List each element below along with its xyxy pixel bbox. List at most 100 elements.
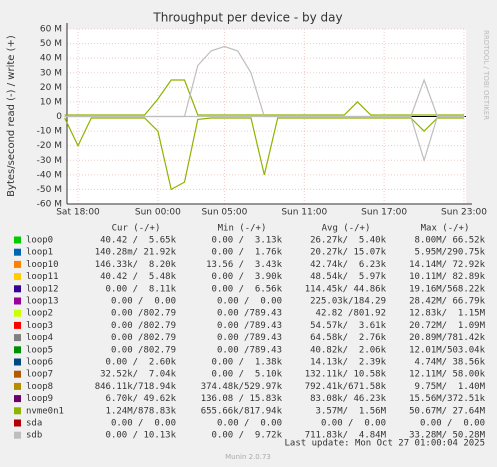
legend-value: 64.58k/ 2.76k xyxy=(310,333,386,343)
legend-value: 0.00 / 0.00 xyxy=(217,419,282,429)
legend-swatch xyxy=(14,309,21,317)
legend-swatch xyxy=(14,382,21,390)
legend-value: 140.28m/ 21.92k xyxy=(95,248,177,258)
legend-value: 32.52k/ 7.04k xyxy=(100,370,176,380)
last-update: Last update: Mon Oct 27 01:00:04 2025 xyxy=(285,439,485,449)
legend-value: 0.00 /802.79 xyxy=(111,345,176,355)
legend-value: 54.57k/ 3.61k xyxy=(310,321,386,331)
legend-value: 40.42 / 5.48k xyxy=(100,272,176,282)
legend-swatch xyxy=(14,431,21,439)
y-tick-label: 30 M xyxy=(40,68,62,78)
y-tick-label: 20 M xyxy=(40,83,62,93)
legend-name: loop9 xyxy=(26,394,53,404)
legend-value: 655.66k/817.94k xyxy=(201,406,283,416)
legend-value: 0.00 /802.79 xyxy=(111,309,176,319)
legend-value: 0.00 / 9.72k xyxy=(212,431,283,441)
legend-swatch xyxy=(14,334,21,342)
column-header: Max (-/+) xyxy=(421,224,470,234)
legend-value: 0.00 /789.43 xyxy=(217,321,282,331)
x-tick-label: Sun 00:00 xyxy=(135,208,181,218)
x-tick-label: Sun 11:00 xyxy=(281,208,327,218)
legend-value: 132.11k/ 10.58k xyxy=(305,370,387,380)
legend-value: 20.27k/ 15.07k xyxy=(310,248,386,258)
legend-value: 0.00 /802.79 xyxy=(111,321,176,331)
legend-value: 14.13k/ 2.39k xyxy=(310,358,386,368)
legend-value: 15.56M/372.51k xyxy=(409,394,485,404)
legend-value: 83.08k/ 46.23k xyxy=(310,394,386,404)
legend-swatch xyxy=(14,260,21,268)
legend-swatch xyxy=(14,407,21,415)
legend-value: 0.00 / 8.11k xyxy=(106,284,177,294)
legend-name: loop6 xyxy=(26,358,53,368)
legend-value: 48.54k/ 5.97k xyxy=(310,272,386,282)
legend-name: sda xyxy=(26,419,42,429)
y-tick-label: 0 xyxy=(56,112,62,122)
legend-swatch xyxy=(14,370,21,378)
legend-value: 1.24M/878.83k xyxy=(106,406,177,416)
x-tick-label: Sun 05:00 xyxy=(201,208,247,218)
legend-value: 0.00 / 6.56k xyxy=(212,284,283,294)
legend-name: loop1 xyxy=(26,248,53,258)
column-header: Avg (-/+) xyxy=(322,224,371,234)
legend-value: 12.11M/ 58.00k xyxy=(409,370,485,380)
legend-value: 3.57M/ 1.56M xyxy=(316,406,387,416)
legend-value: 10.11M/ 82.89k xyxy=(409,272,485,282)
legend-name: sdb xyxy=(26,431,42,441)
legend-value: 0.00 /789.43 xyxy=(217,309,282,319)
chart-title: Throughput per device - by day xyxy=(152,11,342,25)
legend-swatch xyxy=(14,236,21,244)
legend-value: 20.72M/ 1.09M xyxy=(409,321,485,331)
legend-value: 846.11k/718.94k xyxy=(95,382,177,392)
legend-swatch xyxy=(14,358,21,366)
legend-name: loop5 xyxy=(26,345,53,355)
legend-value: 9.75M/ 1.40M xyxy=(415,382,486,392)
legend-value: 0.00 / 5.10k xyxy=(212,370,283,380)
y-tick-label: -60 M xyxy=(37,200,62,210)
legend-name: nvme0n1 xyxy=(26,406,64,416)
legend-name: loop4 xyxy=(26,333,53,343)
legend-value: 0.00 / 2.60k xyxy=(106,358,177,368)
legend-value: 26.27k/ 5.40k xyxy=(310,236,386,246)
legend-swatch xyxy=(14,248,21,256)
legend-name: loop2 xyxy=(26,309,53,319)
y-axis-label: Bytes/second read (-) / write (+) xyxy=(6,35,17,197)
y-tick-label: -50 M xyxy=(37,185,62,195)
y-tick-label: -40 M xyxy=(37,170,62,180)
x-tick-label: Sat 18:00 xyxy=(56,208,100,218)
legend-name: loop10 xyxy=(26,260,59,270)
legend-value: 0.00 / 1.76k xyxy=(212,248,283,258)
legend-value: 5.95M/290.75k xyxy=(415,248,486,258)
legend-value: 13.56 / 3.43k xyxy=(206,260,282,270)
legend-name: loop8 xyxy=(26,382,53,392)
legend-value: 14.14M/ 72.92k xyxy=(409,260,485,270)
legend-value: 0.00 / 1.38k xyxy=(212,358,283,368)
series-line xyxy=(64,45,464,118)
legend-value: 12.01M/503.04k xyxy=(409,345,485,355)
legend-swatch xyxy=(14,297,21,305)
legend-swatch xyxy=(14,419,21,427)
legend-value: 0.00 /789.43 xyxy=(217,345,282,355)
legend-value: 33.28M/ 50.28M xyxy=(409,431,485,441)
legend-name: loop11 xyxy=(26,272,59,282)
legend-value: 0.00 / 0.00 xyxy=(217,297,282,307)
legend-value: 0.00 /789.43 xyxy=(217,333,282,343)
legend-value: 0.00 / 0.00 xyxy=(111,419,176,429)
legend-value: 0.00 / 0.00 xyxy=(321,419,386,429)
legend-name: loop7 xyxy=(26,370,53,380)
legend-value: 711.83k/ 4.84M xyxy=(305,431,387,441)
legend-swatch xyxy=(14,346,21,354)
legend-value: 42.74k/ 6.23k xyxy=(310,260,386,270)
footer: Munin 2.0.73 xyxy=(225,453,271,461)
legend-value: 0.00 / 10.13k xyxy=(106,431,177,441)
legend-value: 792.41k/671.58k xyxy=(305,382,387,392)
legend-value: 146.33k/ 8.20k xyxy=(95,260,177,270)
legend-value: 40.82k/ 2.06k xyxy=(310,345,386,355)
column-header: Cur (-/+) xyxy=(112,224,161,234)
series-line xyxy=(64,117,464,191)
x-tick-label: Sun 17:00 xyxy=(361,208,407,218)
legend-value: 28.42M/ 66.79k xyxy=(409,297,485,307)
legend-value: 0.00 / 0.00 xyxy=(111,297,176,307)
legend-name: loop13 xyxy=(26,297,59,307)
y-tick-label: -10 M xyxy=(37,127,62,137)
